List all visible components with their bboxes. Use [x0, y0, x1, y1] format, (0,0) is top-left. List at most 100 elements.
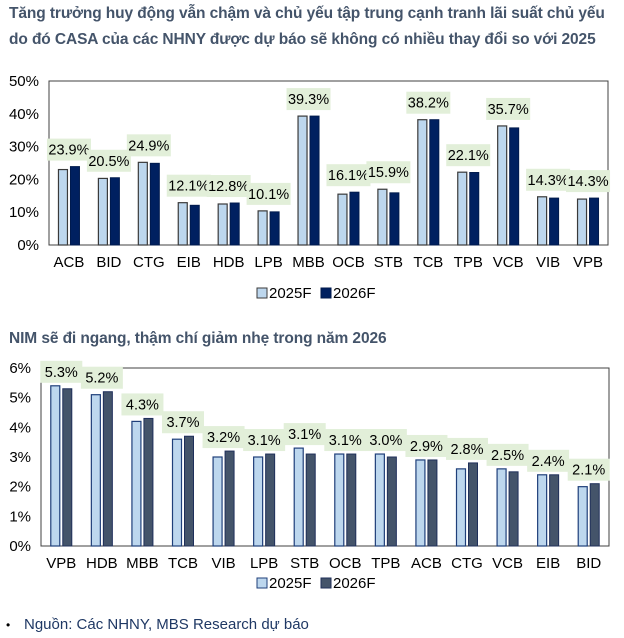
source-note: • Nguồn: Các NHNY, MBS Research dự báo: [6, 616, 309, 633]
data-label: 3.1%: [329, 433, 362, 449]
bar-2026f: [224, 450, 235, 547]
bar-2026f: [229, 202, 240, 246]
legend-swatch-2026f: [320, 577, 332, 589]
data-label-box: [206, 175, 251, 198]
data-label-box: [80, 366, 123, 389]
data-label-box: [527, 449, 570, 472]
data-label: 22.1%: [448, 148, 489, 164]
casa-chart: 0% 10% 20% 30% 40% 50% 23.9%20.5%24.9% 12.1%12.…: [9, 73, 611, 302]
bar-2026f: [109, 177, 120, 246]
data-label-box: [486, 443, 529, 466]
x-tick-label: VCB: [493, 254, 524, 271]
bar-2025f: [377, 188, 388, 246]
data-label: 5.3%: [45, 365, 78, 381]
bar-2026f: [309, 115, 320, 246]
data-label: 2.8%: [450, 442, 483, 458]
bar-2026f: [305, 453, 316, 547]
data-label: 10.1%: [248, 187, 289, 203]
x-tick-label: OCB: [329, 555, 362, 572]
data-label-box: [166, 174, 211, 197]
bar-2025f: [374, 453, 385, 547]
data-label-box: [126, 134, 171, 157]
legend-swatch-2026f: [320, 287, 332, 299]
x-tick-label: STB: [374, 254, 403, 271]
data-label: 12.8%: [208, 179, 249, 195]
x-tick-label: LPB: [254, 254, 282, 271]
data-label: 24.9%: [128, 138, 169, 154]
bar-2026f: [386, 456, 397, 547]
bar-2025f: [171, 438, 183, 547]
x-tick-label: EIB: [536, 555, 560, 572]
x-tick-label: VPB: [46, 555, 76, 572]
data-label-box: [121, 393, 164, 416]
x-tick-label: VPB: [573, 254, 603, 271]
data-label-box: [246, 182, 291, 205]
y-tick-label: 10%: [9, 204, 39, 221]
bar-2026f: [429, 119, 440, 246]
legend-label-2025f: 2025F: [269, 285, 312, 302]
bar-2026f: [265, 453, 276, 547]
source-text: Nguồn: Các NHNY, MBS Research dự báo: [24, 616, 309, 633]
data-label-box: [364, 429, 407, 452]
data-label-box: [202, 426, 245, 449]
bar-2026f: [427, 459, 438, 547]
data-label: 16.1%: [328, 168, 369, 184]
bar-2025f: [455, 468, 467, 547]
plot-frame: [48, 80, 609, 246]
data-label: 35.7%: [488, 102, 529, 118]
nim-chart: 0% 1% 2% 3% 4% 5% 6% 5.3% 5.2% 4.3% 3.7% 3.2% 3.1% 3.…: [9, 360, 610, 592]
bar-2026f: [509, 127, 520, 246]
x-tick-label: STB: [290, 555, 319, 572]
bar-2025f: [457, 171, 468, 246]
data-label: 3.7%: [166, 415, 199, 431]
bar-2026f: [549, 474, 560, 547]
x-tick-label: VIB: [536, 254, 560, 271]
bar-2026f: [269, 211, 280, 246]
data-label: 3.0%: [369, 433, 402, 449]
data-label-box: [46, 138, 91, 161]
data-label: 14.3%: [528, 173, 569, 189]
data-label-box: [86, 149, 131, 172]
bar-2025f: [131, 420, 142, 547]
x-tick-label: BID: [576, 555, 601, 572]
data-label-box: [446, 144, 491, 167]
bar-2025f: [497, 125, 508, 246]
bar-2025f: [576, 198, 588, 246]
bullet-icon: •: [6, 618, 11, 632]
x-tick-label: MBB: [292, 254, 325, 271]
data-label-box: [446, 437, 488, 460]
data-label: 15.9%: [368, 165, 409, 181]
y-tick-label: 0%: [9, 538, 31, 555]
bar-2026f: [589, 197, 600, 246]
data-label: 2.4%: [532, 454, 565, 470]
bar-2025f: [57, 168, 69, 246]
y-tick-label: 5%: [9, 390, 31, 407]
data-label-box: [324, 429, 367, 452]
bar-2025f: [217, 203, 228, 246]
x-tick-label: LPB: [250, 555, 278, 572]
y-tick-label: 6%: [9, 360, 31, 377]
x-tick-label: TCB: [168, 555, 198, 572]
bar-2026f: [189, 204, 200, 246]
bar-2025f: [90, 394, 101, 547]
bar-2025f: [297, 115, 308, 246]
bar-2025f: [293, 447, 304, 547]
bar-2026f: [349, 191, 360, 246]
bar-2025f: [253, 456, 264, 547]
bar-2026f: [549, 197, 560, 246]
data-label: 12.1%: [168, 179, 209, 195]
bar-2026f: [389, 192, 400, 246]
bar-2026f: [589, 483, 600, 547]
bar-2025f: [97, 177, 108, 246]
y-tick-label: 40%: [9, 106, 39, 123]
bar-2025f: [337, 193, 348, 246]
x-tick-label: TPB: [454, 254, 483, 271]
y-tick-label: 3%: [9, 449, 31, 466]
data-label: 3.1%: [288, 427, 321, 443]
data-label-box: [406, 91, 451, 114]
bar-2026f: [468, 462, 478, 547]
data-label: 20.5%: [88, 154, 129, 170]
bar-2025f: [212, 456, 223, 547]
data-label-box: [40, 360, 83, 383]
bar-2026f: [102, 391, 113, 547]
